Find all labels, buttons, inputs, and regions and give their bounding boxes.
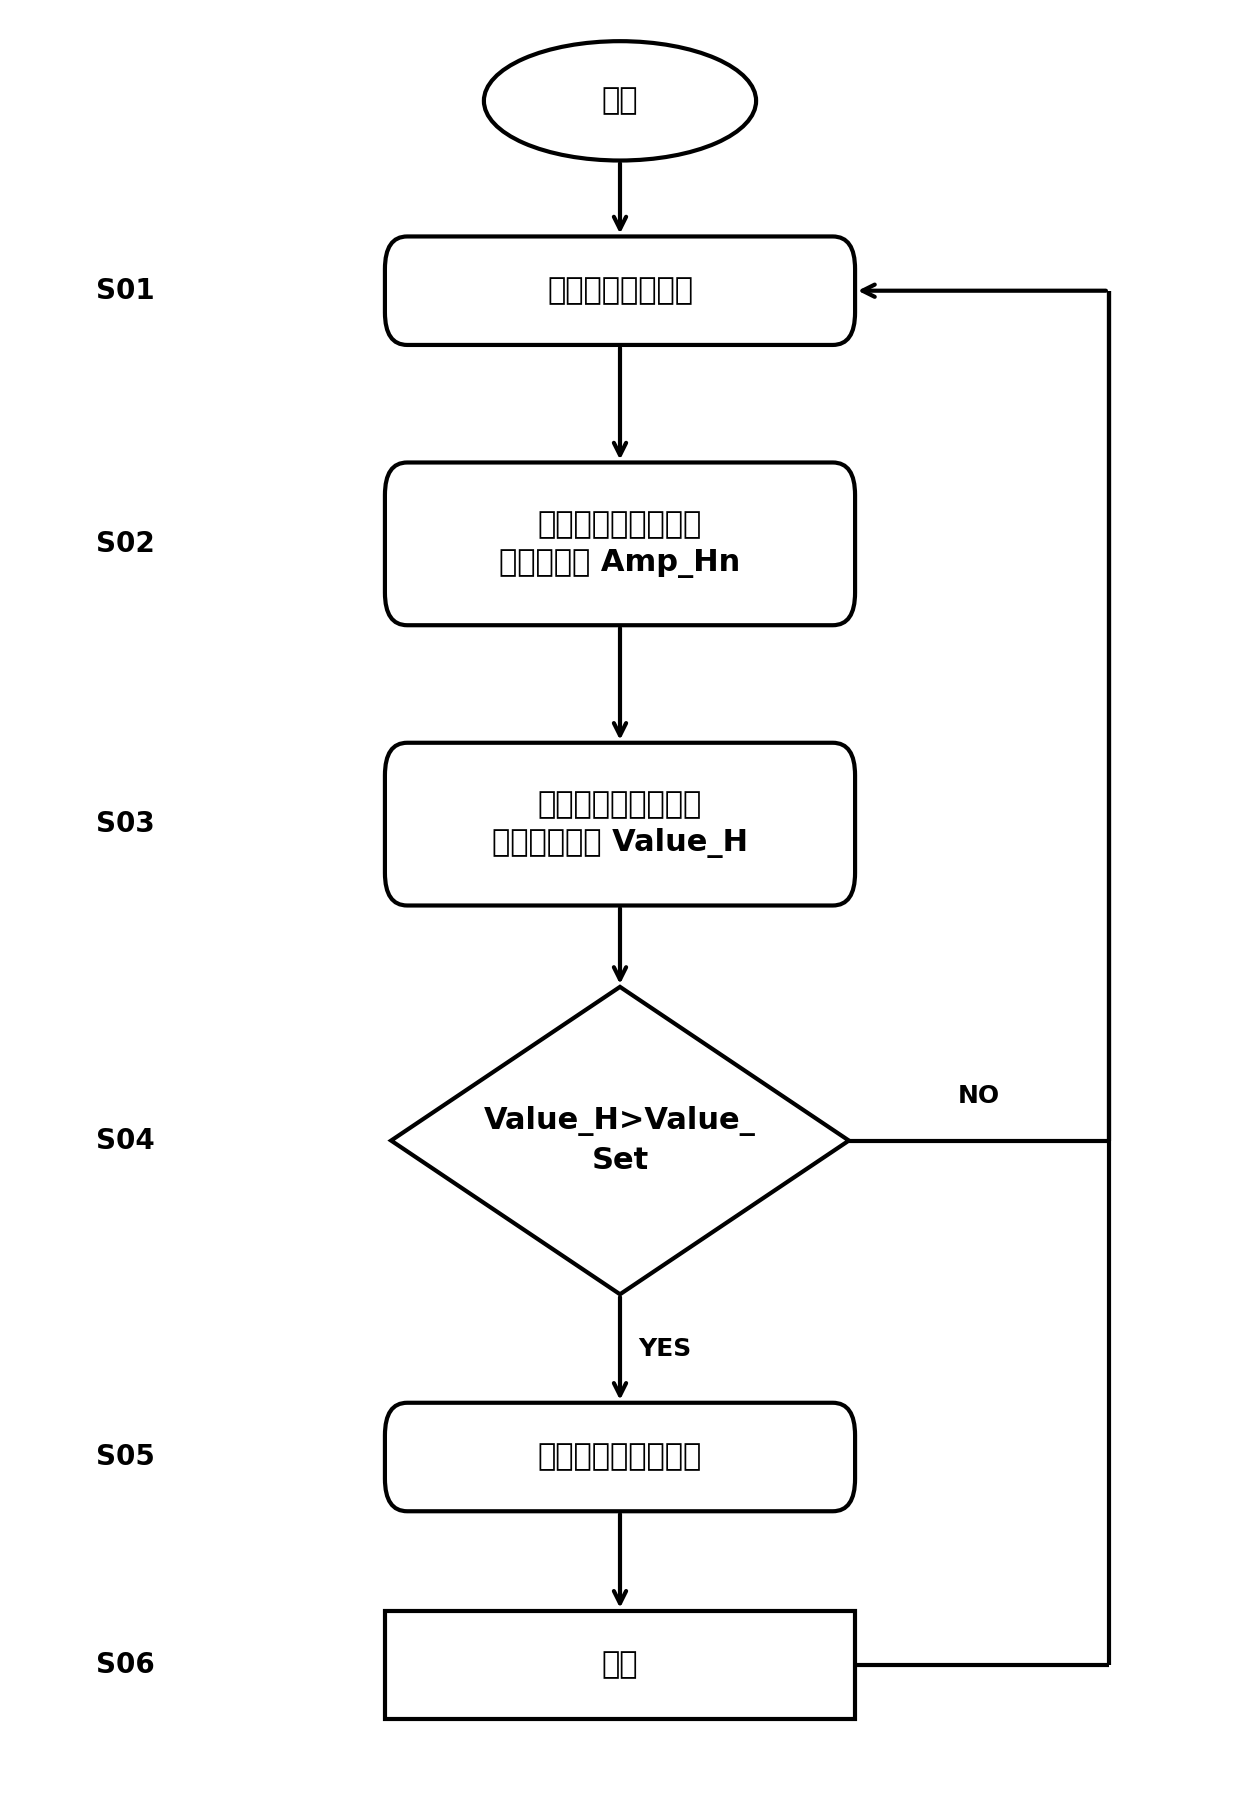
Text: NO: NO [957, 1085, 999, 1108]
Text: S03: S03 [95, 810, 155, 838]
Text: 计算直流母线电压特
征谐波的含量 Value_H: 计算直流母线电压特 征谐波的含量 Value_H [492, 790, 748, 858]
Bar [384, 1610, 856, 1719]
Text: 计算直流母线电压特
征谐波幅値 Amp_Hn: 计算直流母线电压特 征谐波幅値 Amp_Hn [500, 509, 740, 578]
Text: 检测直流母线电压: 检测直流母线电压 [547, 277, 693, 306]
Text: 判定为输入电源缺相: 判定为输入电源缺相 [538, 1443, 702, 1472]
Text: YES: YES [639, 1337, 692, 1360]
Text: S01: S01 [95, 277, 155, 304]
Text: S02: S02 [95, 531, 155, 558]
Text: Value_H>Value_
Set: Value_H>Value_ Set [484, 1107, 756, 1175]
Text: 结束: 结束 [601, 1650, 639, 1679]
Text: S06: S06 [95, 1652, 155, 1679]
Text: S05: S05 [95, 1443, 155, 1471]
Text: 开始: 开始 [601, 87, 639, 116]
Text: S04: S04 [95, 1126, 155, 1155]
